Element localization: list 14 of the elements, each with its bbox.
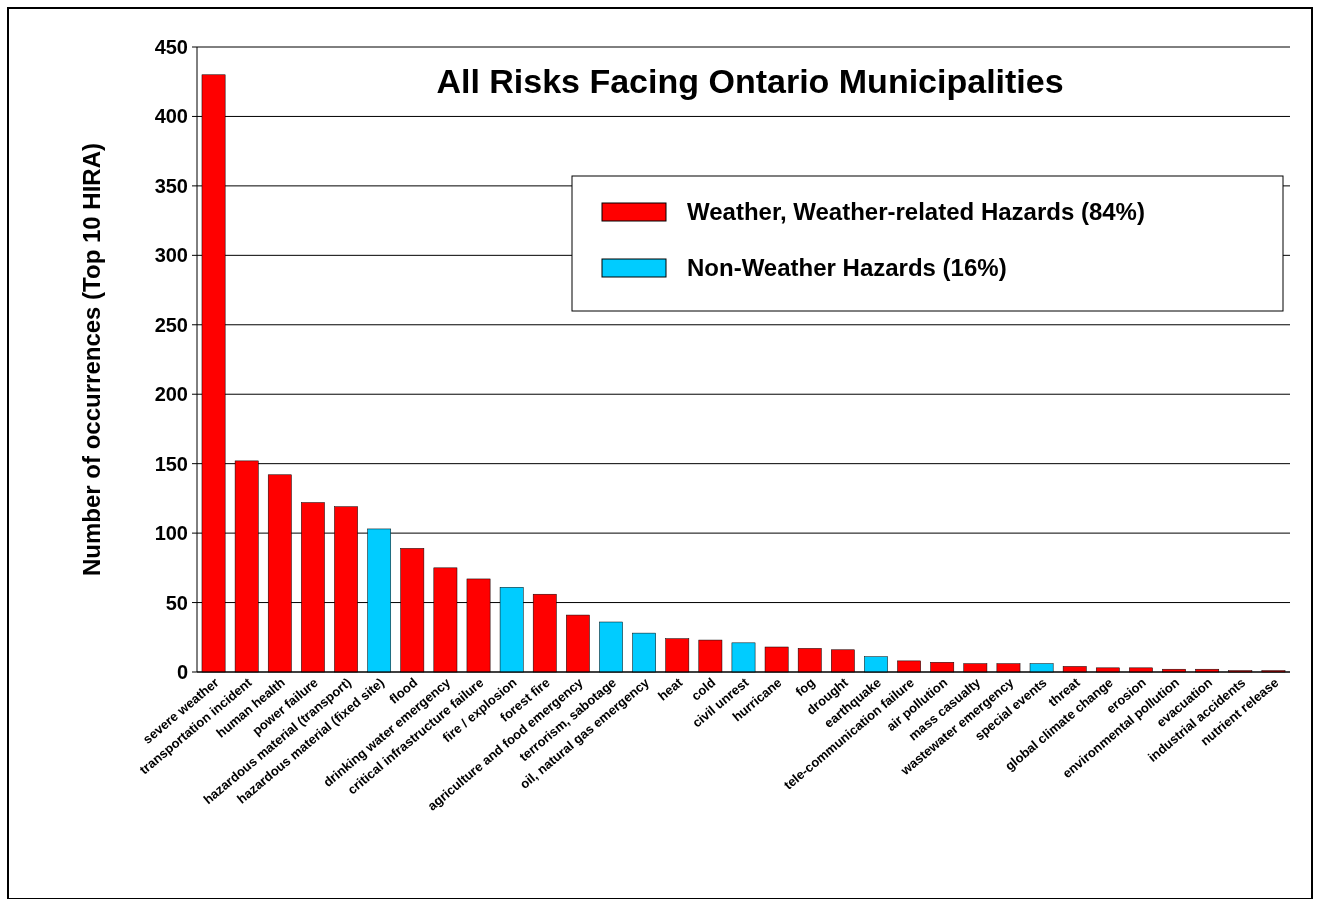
y-tick-label: 200	[154, 383, 188, 406]
y-tick-label: 250	[154, 313, 188, 336]
y-tick-label: 100	[154, 522, 188, 545]
y-axis-title: Number of occurrences (Top 10 HIRA)	[78, 143, 105, 576]
y-tick-label: 50	[165, 591, 188, 614]
y-tick-label: 150	[154, 452, 188, 475]
legend-label: Weather, Weather-related Hazards (84%)	[687, 198, 1145, 226]
y-tick-label: 400	[154, 105, 188, 128]
y-tick-label: 350	[154, 174, 188, 197]
y-tick-label: 450	[154, 36, 188, 58]
y-tick-label: 0	[176, 661, 188, 683]
legend-label: Non-Weather Hazards (16%)	[687, 254, 1007, 282]
y-tick-label: 300	[154, 244, 188, 267]
text: All Risks Facing Ontario Municipalities	[436, 62, 1064, 100]
